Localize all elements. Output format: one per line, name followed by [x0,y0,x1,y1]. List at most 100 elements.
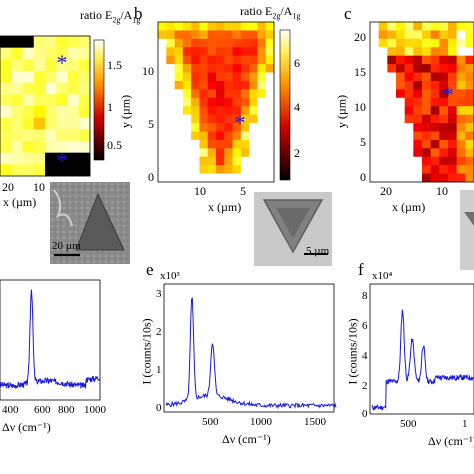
map-pixel [232,55,242,65]
map-pixel [191,131,200,141]
map-pixel [249,156,258,166]
panel-e-letter: e [146,260,154,279]
map-pixel [67,117,80,130]
map-pixel [422,55,431,65]
map-pixel [413,38,423,48]
map-pixel [265,131,275,141]
map-pixel [67,106,80,118]
map-pixel [448,97,457,107]
map-pixel [182,106,192,115]
map-pixel [465,165,474,174]
map-pixel [166,55,175,65]
spectrum-line [371,309,474,411]
map-frame [157,21,275,183]
map-pixel [182,114,192,124]
map-pixel [465,148,474,158]
map-pixel [387,64,397,73]
map-pixel [439,47,449,56]
map-pixel [216,72,225,82]
map-pixel [166,72,175,82]
map-pixel [387,139,397,149]
map-pixel [387,72,397,82]
map-pixel [158,139,167,149]
map-pixel [78,82,91,95]
map-pixel [404,114,414,124]
map-pixel [430,139,440,149]
map-pixel [265,106,275,115]
map-pixel [439,165,449,174]
map-pixel [199,64,209,73]
map-pixel [456,173,466,183]
map-pixel [249,55,258,65]
map-pixel [22,164,35,177]
map-pixel [0,141,12,153]
map-pixel [265,165,275,174]
map-pixel [257,55,267,65]
map-pixel [0,129,12,142]
panel-d-x-tick: 400 [2,404,19,416]
map-pixel [240,165,250,174]
map-pixel [56,82,68,95]
map-pixel [224,148,233,158]
map-pixel [257,64,267,73]
map-pixel [430,114,440,124]
map-pixel [67,36,80,48]
map-pixel [216,22,225,31]
map-pixel [174,123,184,132]
map-pixel [0,82,12,95]
map-pixel [207,165,217,174]
map-pixel [45,71,57,83]
map-pixel [413,22,423,31]
map-pixel [207,156,217,166]
map-pixel [430,106,440,115]
map-pixel [166,114,175,124]
map-pixel [158,30,167,40]
panel-b-scale-bar-label: 5 µm [306,245,330,257]
map-pixel [265,55,275,65]
map-pixel [249,131,258,141]
map-pixel [370,80,379,90]
map-pixel [11,82,23,95]
plot-frame [163,283,335,413]
panel-b-cbar-tick: 2 [294,146,300,160]
map-pixel [56,47,68,60]
map-pixel [465,139,474,149]
map-pixel [232,114,242,124]
map-pixel [370,123,379,132]
map-pixel [207,55,217,65]
map-pixel [448,55,457,65]
map-pixel [413,30,423,40]
map-pixel [182,72,192,82]
map-pixel [78,59,91,72]
map-pixel [33,47,46,60]
map-pixel [257,165,267,174]
map-pixel [430,38,440,48]
map-pixel [257,123,267,132]
map-pixel [45,94,57,107]
map-pixel [257,22,267,31]
map-pixel [216,80,225,90]
map-pixel [439,30,449,40]
map-pixel [224,156,233,166]
map-pixel [465,123,474,132]
map-pixel [45,129,57,142]
map-pixel [404,173,414,183]
map-pixel [174,97,184,107]
panel-b-y-tick: 10 [142,64,154,78]
map-pixel [22,71,35,83]
map-pixel [265,139,275,149]
map-pixel [33,82,46,95]
map-pixel [396,64,405,73]
map-pixel [387,148,397,158]
map-pixel [456,55,466,65]
map-pixel [430,64,440,73]
map-pixel [33,164,46,177]
map-pixel [465,173,474,183]
map-pixel [413,123,423,132]
map-pixel [413,148,423,158]
spectrum-line [0,289,101,389]
map-pixel [439,139,449,149]
map-pixel [240,173,250,183]
map-pixel [370,22,379,31]
map-frame [369,21,474,183]
